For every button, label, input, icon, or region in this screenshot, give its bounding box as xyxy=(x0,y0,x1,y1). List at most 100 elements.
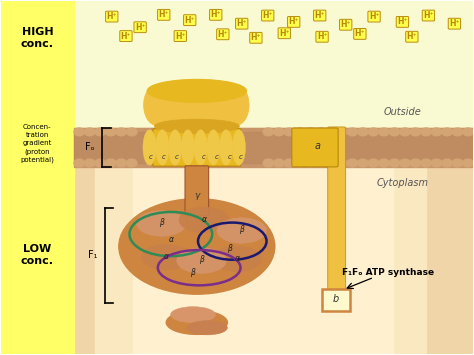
Text: H⁺: H⁺ xyxy=(107,12,117,21)
Circle shape xyxy=(106,159,116,167)
Text: a: a xyxy=(314,141,320,151)
Circle shape xyxy=(431,159,442,167)
Text: Concen-
tration
gradient
(proton
potential): Concen- tration gradient (proton potenti… xyxy=(20,124,54,163)
Circle shape xyxy=(431,128,442,136)
Circle shape xyxy=(263,159,273,167)
Ellipse shape xyxy=(171,307,216,323)
Ellipse shape xyxy=(194,130,207,165)
Text: c: c xyxy=(174,154,178,160)
Ellipse shape xyxy=(208,85,236,125)
Ellipse shape xyxy=(168,130,182,165)
Text: β: β xyxy=(227,244,231,253)
Circle shape xyxy=(452,128,463,136)
Ellipse shape xyxy=(232,130,246,165)
Ellipse shape xyxy=(194,85,223,125)
Circle shape xyxy=(74,159,84,167)
FancyBboxPatch shape xyxy=(328,127,346,311)
Circle shape xyxy=(316,128,326,136)
Ellipse shape xyxy=(170,85,200,125)
FancyBboxPatch shape xyxy=(322,289,350,311)
Circle shape xyxy=(295,128,305,136)
Circle shape xyxy=(463,128,473,136)
Circle shape xyxy=(379,159,389,167)
Ellipse shape xyxy=(182,85,212,125)
Text: c: c xyxy=(239,154,243,160)
Circle shape xyxy=(326,159,337,167)
Text: H⁺: H⁺ xyxy=(175,32,185,40)
Circle shape xyxy=(379,128,389,136)
Text: H⁺: H⁺ xyxy=(397,17,408,26)
FancyBboxPatch shape xyxy=(185,166,209,216)
Circle shape xyxy=(442,128,452,136)
Ellipse shape xyxy=(155,119,239,133)
Text: H⁺: H⁺ xyxy=(218,30,228,39)
Text: α: α xyxy=(201,215,206,224)
Ellipse shape xyxy=(181,130,194,165)
Text: Cytoplasm: Cytoplasm xyxy=(376,178,428,188)
Circle shape xyxy=(84,159,95,167)
Circle shape xyxy=(400,128,410,136)
Ellipse shape xyxy=(147,80,246,102)
Circle shape xyxy=(95,159,105,167)
Text: Fₒ: Fₒ xyxy=(85,142,95,152)
Ellipse shape xyxy=(212,246,262,272)
Ellipse shape xyxy=(177,248,227,273)
Circle shape xyxy=(452,159,463,167)
Text: H⁺: H⁺ xyxy=(251,33,261,42)
Text: H⁺: H⁺ xyxy=(237,19,247,28)
Ellipse shape xyxy=(119,199,275,294)
Text: α: α xyxy=(235,253,239,263)
Text: H⁺: H⁺ xyxy=(263,11,273,20)
Ellipse shape xyxy=(141,244,191,270)
Text: H⁺: H⁺ xyxy=(423,11,434,20)
Text: H⁺: H⁺ xyxy=(314,11,325,20)
Bar xyxy=(133,142,393,354)
Text: H⁺: H⁺ xyxy=(289,17,299,26)
Text: c: c xyxy=(162,154,166,160)
Ellipse shape xyxy=(207,130,220,165)
Circle shape xyxy=(295,159,305,167)
Circle shape xyxy=(337,159,347,167)
Circle shape xyxy=(442,159,452,167)
Circle shape xyxy=(347,159,358,167)
Circle shape xyxy=(421,128,431,136)
Text: c: c xyxy=(202,154,206,160)
Circle shape xyxy=(273,159,284,167)
Circle shape xyxy=(74,128,84,136)
Circle shape xyxy=(368,128,379,136)
Circle shape xyxy=(347,128,358,136)
Text: H⁺: H⁺ xyxy=(449,19,460,28)
Circle shape xyxy=(284,128,294,136)
Ellipse shape xyxy=(217,218,266,243)
Text: H⁺: H⁺ xyxy=(317,32,328,41)
FancyBboxPatch shape xyxy=(153,129,241,166)
Circle shape xyxy=(263,128,273,136)
Ellipse shape xyxy=(143,130,156,165)
Circle shape xyxy=(410,128,421,136)
Text: H⁺: H⁺ xyxy=(369,12,379,21)
Text: H⁺: H⁺ xyxy=(340,20,351,29)
Ellipse shape xyxy=(187,321,228,335)
Text: c: c xyxy=(149,154,153,160)
Text: b: b xyxy=(333,295,339,305)
Text: H⁺: H⁺ xyxy=(184,16,195,24)
Text: α: α xyxy=(164,252,169,261)
Text: HIGH
conc.: HIGH conc. xyxy=(21,27,54,49)
Circle shape xyxy=(421,159,431,167)
Ellipse shape xyxy=(157,85,184,125)
Bar xyxy=(74,128,474,354)
Text: β: β xyxy=(190,268,194,278)
Bar xyxy=(0,1,474,128)
Text: c: c xyxy=(215,154,219,160)
Ellipse shape xyxy=(223,85,249,125)
Text: γ: γ xyxy=(194,191,200,200)
Ellipse shape xyxy=(166,311,228,334)
Circle shape xyxy=(305,128,316,136)
Text: H⁺: H⁺ xyxy=(135,23,146,32)
Text: LOW
conc.: LOW conc. xyxy=(21,245,54,266)
Text: Outside: Outside xyxy=(383,107,421,117)
Bar xyxy=(74,132,474,163)
Text: β: β xyxy=(159,218,164,227)
Circle shape xyxy=(95,128,105,136)
Circle shape xyxy=(326,128,337,136)
